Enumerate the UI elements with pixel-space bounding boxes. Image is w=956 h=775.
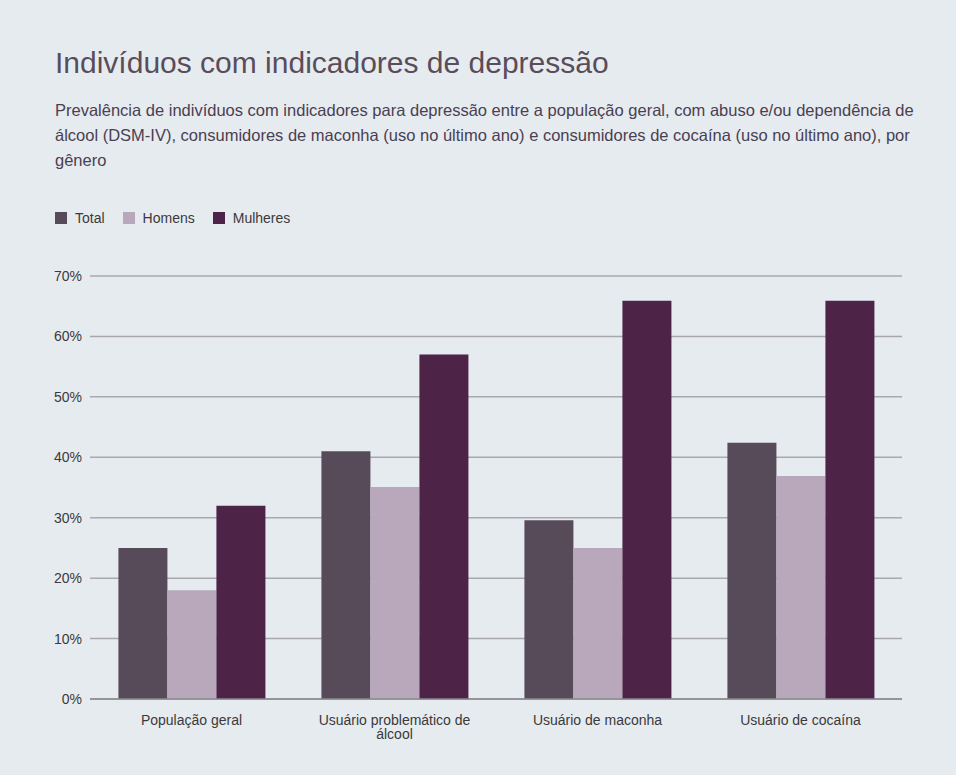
svg-text:50%: 50% <box>54 389 82 405</box>
svg-text:População geral: População geral <box>141 712 242 728</box>
html-text:Indivíduos com indicadores de: Indivíduos com indicadores de depressão <box>55 46 609 79</box>
html-text:Homens: Homens <box>142 210 195 226</box>
html-text:Prevalência de indivíduos com: Prevalência de indivíduos com indicadore… <box>55 101 914 169</box>
svg-text:10%: 10% <box>54 631 82 647</box>
svg-text:30%: 30% <box>54 510 82 526</box>
svg-text:0%: 0% <box>62 691 82 707</box>
svg-text:Usuário problemático deálcool: Usuário problemático deálcool <box>319 712 471 742</box>
svg-text:60%: 60% <box>54 328 82 344</box>
svg-text:20%: 20% <box>54 570 82 586</box>
svg-text:70%: 70% <box>54 268 82 284</box>
svg-text:Usuário de cocaína: Usuário de cocaína <box>740 712 861 728</box>
svg-text:40%: 40% <box>54 449 82 465</box>
html-text:Mulheres: Mulheres <box>232 210 291 226</box>
html-text:Total: Total <box>75 210 105 226</box>
svg-text:Usuário de maconha: Usuário de maconha <box>533 712 662 728</box>
